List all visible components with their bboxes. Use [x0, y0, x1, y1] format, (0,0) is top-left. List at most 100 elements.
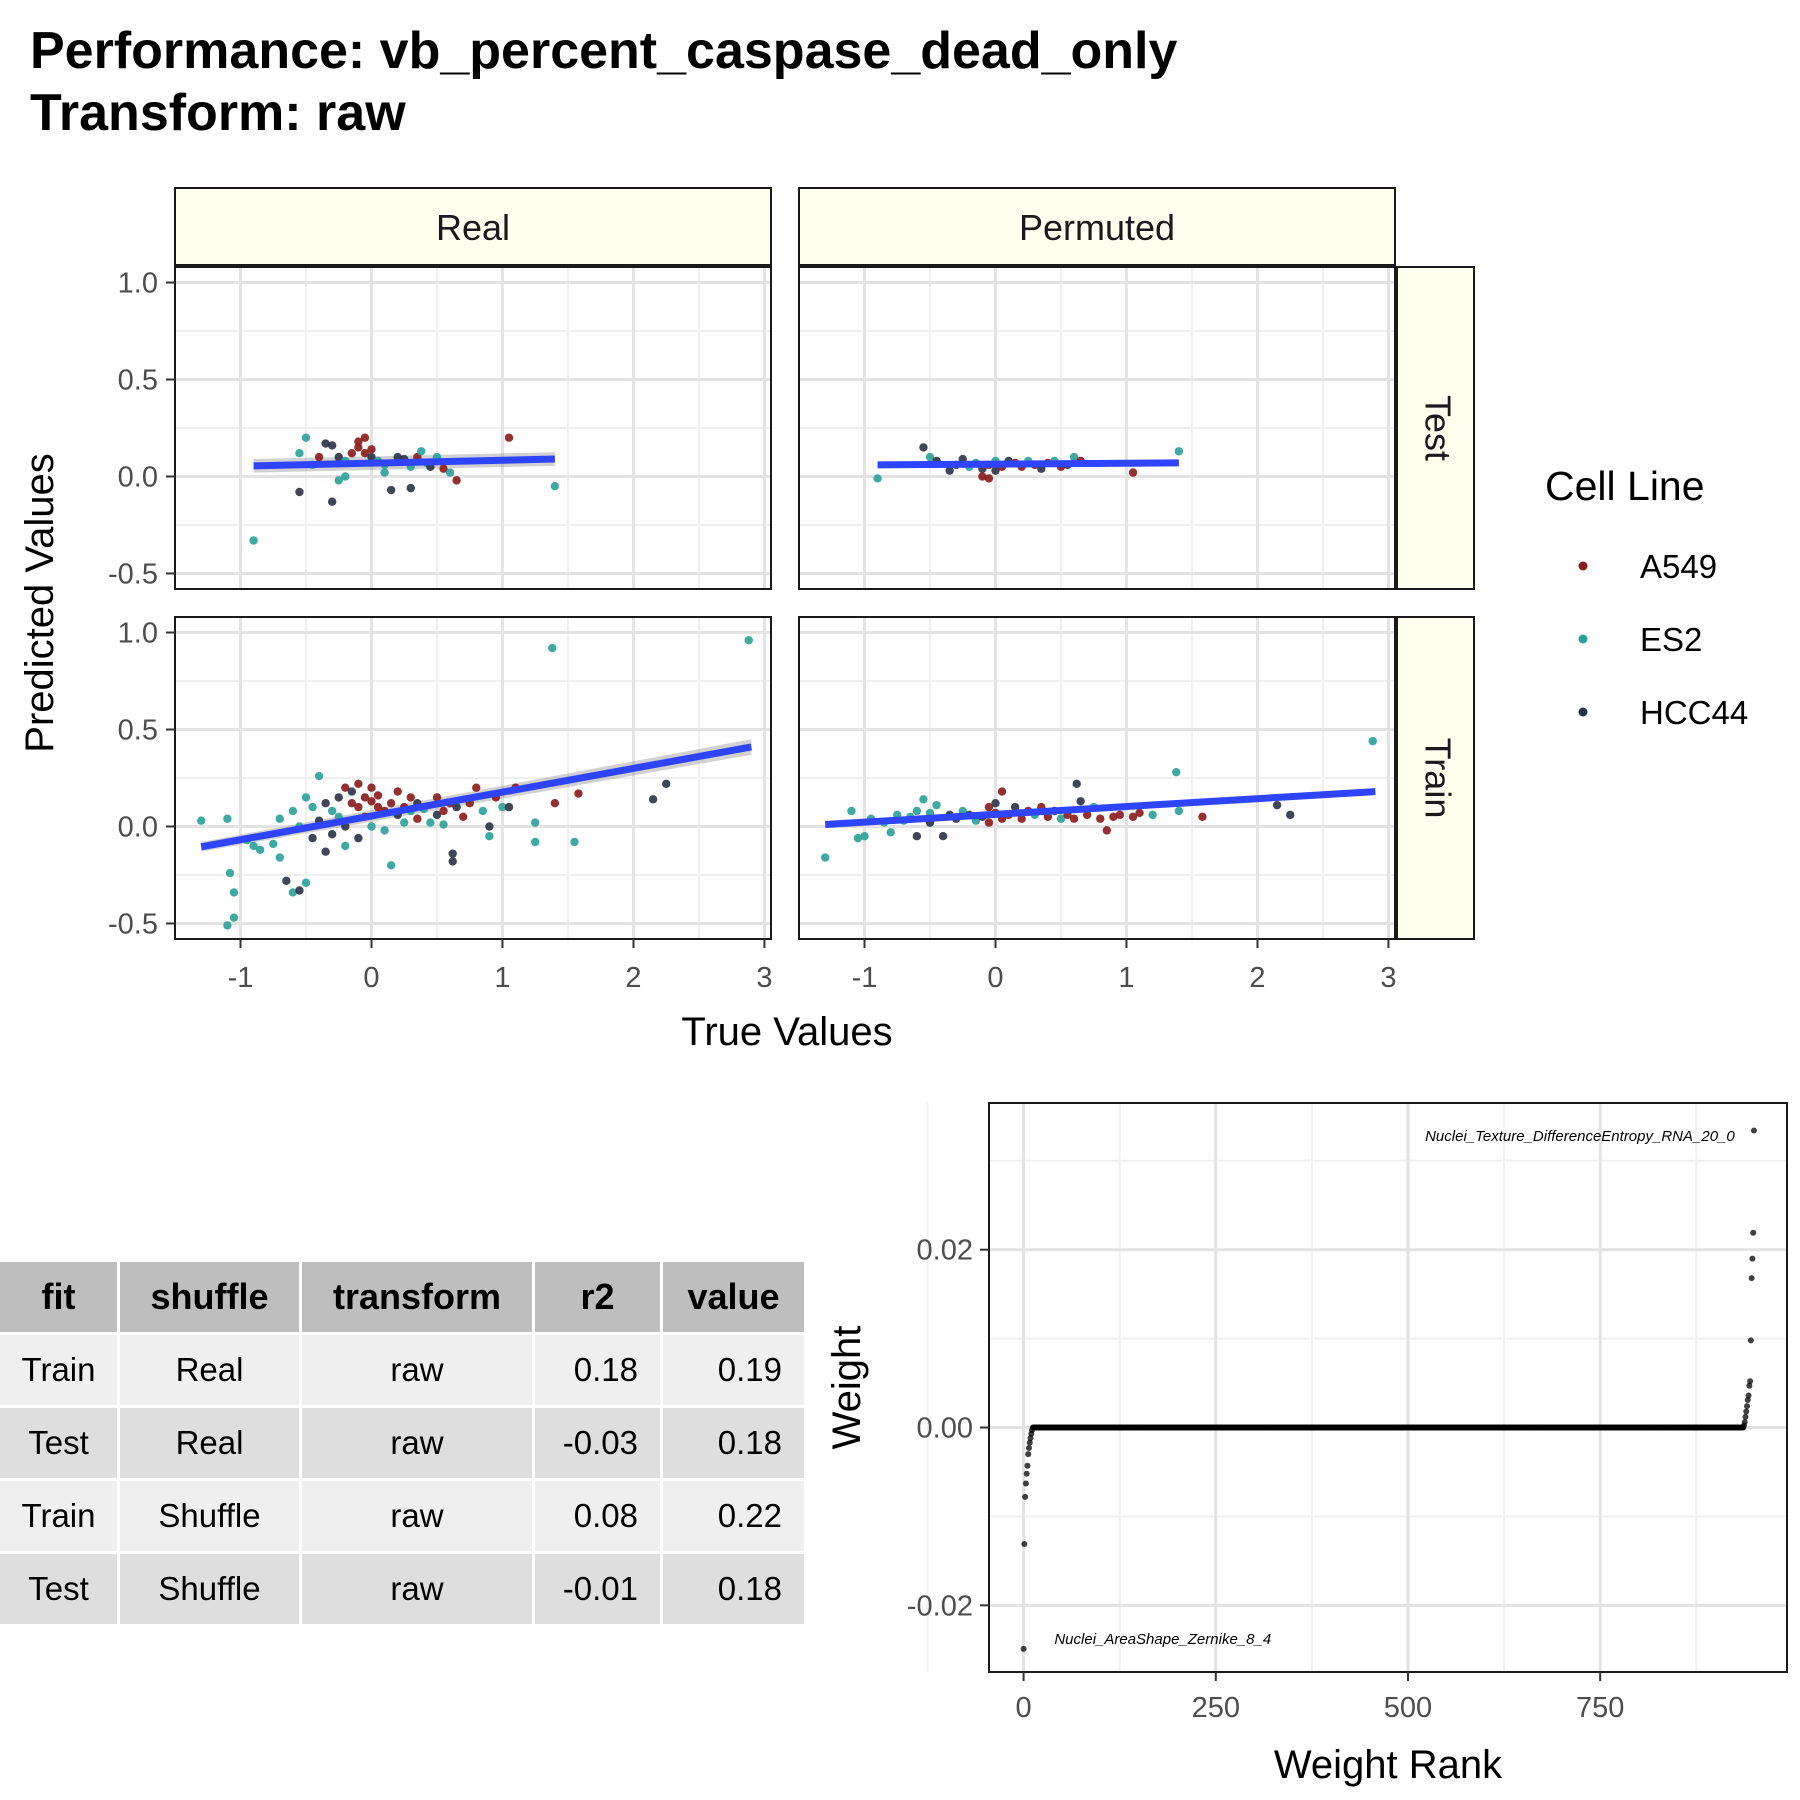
data-point-es2: [439, 820, 448, 829]
data-point-es2: [269, 839, 278, 849]
data-point-hcc44: [452, 802, 461, 812]
x-tick-label: 250: [1192, 1692, 1240, 1724]
regression-line: [200, 743, 752, 851]
data-point-es2: [1069, 452, 1079, 462]
data-point-a549: [1115, 810, 1125, 820]
data-point-a549: [341, 783, 350, 792]
data-point-es2: [275, 853, 284, 862]
table-cell-text: Test: [28, 1570, 89, 1607]
data-point-es2: [223, 814, 232, 823]
data-point-a549: [458, 812, 468, 821]
data-point-a549: [367, 783, 376, 792]
data-point-es2: [531, 837, 540, 847]
x-tick-label: 500: [1384, 1692, 1432, 1724]
data-point-es2: [196, 816, 206, 825]
y-tick-label: 0.5: [118, 365, 158, 397]
data-point-es2: [225, 868, 235, 878]
y-tick-label: 0.5: [118, 715, 158, 747]
data-point-hcc44: [282, 876, 291, 886]
y-tick-label: 0.00: [917, 1413, 973, 1445]
data-point-a549: [373, 802, 383, 812]
data-point-hcc44: [485, 822, 494, 831]
data-point-es2: [229, 888, 239, 897]
data-point-es2: [327, 806, 337, 816]
x-tick-label: 750: [1576, 1692, 1624, 1724]
data-point-hcc44: [991, 466, 1000, 475]
data-point-hcc44: [432, 810, 442, 820]
table-header-value: value: [687, 1276, 779, 1317]
feature-annotation: Nuclei_AreaShape_Zernike_8_4: [1054, 1631, 1271, 1648]
x-tick-label: 1: [1118, 962, 1134, 994]
facet-strip-permuted: [798, 187, 1396, 266]
data-point-hcc44: [347, 787, 357, 796]
facet-label-test: Test: [1417, 395, 1458, 461]
data-point-hcc44: [1286, 810, 1295, 820]
table-cell: [302, 1554, 532, 1624]
y-tick-label: 0.02: [917, 1235, 973, 1267]
table-cell-text: 0.18: [718, 1424, 782, 1461]
table-cell: [120, 1554, 299, 1624]
data-point-a549: [354, 443, 363, 452]
data-point-a549: [367, 797, 376, 806]
x-axis-title: True Values: [681, 1010, 892, 1054]
table-cell-text: Real: [176, 1424, 244, 1461]
table-cell-text: Train: [22, 1497, 96, 1534]
panel-real-train: [174, 616, 772, 940]
data-point-hcc44: [406, 483, 415, 493]
table-cell-text: Train: [22, 1351, 96, 1388]
weight-point: [1750, 1127, 1757, 1134]
table-cell-text: 0.18: [574, 1351, 638, 1388]
data-point-hcc44: [354, 833, 363, 843]
table-header-transform: transform: [333, 1276, 501, 1317]
data-point-es2: [886, 828, 895, 837]
data-point-a549: [1017, 814, 1026, 823]
data-point-es2: [341, 841, 350, 851]
data-point-hcc44: [321, 847, 330, 856]
data-point-a549: [452, 476, 461, 485]
data-point-es2: [1368, 736, 1377, 746]
data-point-es2: [548, 643, 557, 653]
legend-label-es2: ES2: [1640, 621, 1702, 658]
data-point-hcc44: [334, 452, 343, 462]
table-cell-text: Test: [28, 1424, 89, 1461]
x-tick-label: 3: [756, 962, 772, 994]
table-cell-text: 0.19: [718, 1351, 782, 1388]
data-point-a549: [1128, 468, 1138, 477]
data-point-hcc44: [295, 886, 304, 895]
weight-point: [1747, 1337, 1754, 1344]
facet-label-permuted: Permuted: [1019, 207, 1175, 248]
data-point-a549: [347, 799, 357, 808]
weight-rank-plot: Nuclei_Texture_DifferenceEntropy_RNA_20_…: [825, 1102, 1788, 1787]
data-point-a549: [360, 433, 370, 442]
data-point-a549: [439, 464, 448, 473]
data-point-es2: [229, 913, 239, 922]
data-point-es2: [531, 818, 540, 827]
legend-key-es2: [1578, 634, 1588, 644]
faceted-scatter: Real Permuted Test Train -0.5 0.0 0.5 1.0 -0.5 0.…: [18, 187, 1475, 1054]
regression-line: [253, 455, 555, 470]
table-cell-text: -0.03: [563, 1424, 638, 1461]
data-point-hcc44: [367, 452, 376, 462]
data-point-es2: [1056, 814, 1066, 823]
weight-point: [1020, 1645, 1027, 1652]
data-point-a549: [1102, 826, 1112, 835]
x-tick-label: 0: [1016, 1692, 1032, 1724]
regression-line: [877, 459, 1179, 469]
table-header-cell: [663, 1262, 804, 1332]
data-point-es2: [295, 449, 304, 458]
data-point-es2: [288, 888, 298, 897]
table-header-cell: [535, 1262, 660, 1332]
x-tick-label: 2: [1249, 962, 1265, 994]
data-point-es2: [301, 878, 311, 887]
data-point-a549: [406, 793, 415, 802]
data-point-es2: [417, 447, 426, 456]
data-point-es2: [249, 536, 258, 545]
data-point-a549: [393, 787, 402, 796]
data-point-hcc44: [938, 831, 948, 841]
data-point-es2: [485, 831, 494, 841]
weight-point: [1025, 1444, 1032, 1451]
data-point-hcc44: [991, 799, 1000, 808]
data-point-a549: [432, 793, 442, 802]
data-point-es2: [334, 476, 343, 485]
facet-strip-train: [1396, 616, 1475, 940]
